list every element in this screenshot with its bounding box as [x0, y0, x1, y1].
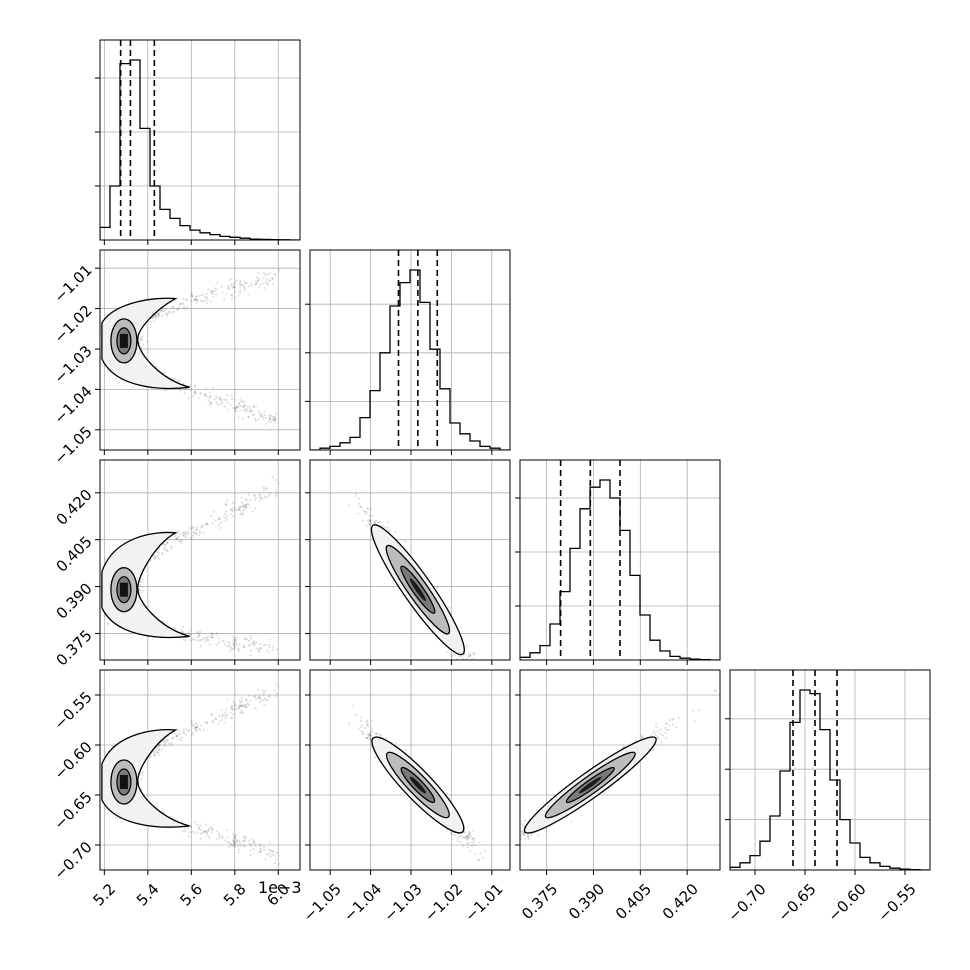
y-tick-label: −1.05	[50, 423, 95, 468]
histogram-bars	[310, 269, 510, 450]
density-peak	[119, 582, 128, 597]
x-tick-label: 5.6	[176, 880, 206, 910]
y-tick-label: 0.390	[53, 579, 96, 622]
y-tick-label: −1.01	[50, 261, 95, 306]
x-tick-label: −0.65	[775, 880, 820, 925]
panel-frame	[99, 459, 301, 661]
panel-frame	[729, 669, 931, 871]
x-tick-label: −0.55	[875, 880, 920, 925]
x-axis-offset-label: 1e−3	[258, 878, 302, 897]
x-tick-label: 0.375	[518, 880, 561, 923]
histogram-panel-2-plot-area	[310, 250, 510, 450]
panel-frame	[99, 39, 301, 241]
histogram-panel-3	[515, 459, 721, 665]
x-tick-label: −0.70	[725, 880, 770, 925]
x-tick-label: 0.405	[612, 880, 655, 923]
density-peak	[409, 578, 427, 602]
panel-frame	[309, 459, 511, 661]
y-tick-label: −0.70	[50, 838, 95, 883]
scatter-panel-2-1-plot-area	[100, 250, 300, 450]
scatter-panel-3-1-plot-area	[100, 460, 300, 660]
y-tick-label: −1.03	[50, 342, 95, 387]
x-tick-label: 5.8	[220, 880, 250, 910]
y-tick-label: −1.02	[50, 302, 95, 347]
y-tick-label: −1.04	[50, 382, 95, 427]
scatter-panel-4-2-plot-area	[310, 670, 510, 870]
x-tick-label: −1.01	[461, 880, 506, 925]
histogram-panel-3-plot-area	[520, 460, 720, 660]
y-tick-label: −0.65	[50, 788, 95, 833]
x-tick-label: −1.04	[340, 880, 385, 925]
panel-frame	[99, 249, 301, 451]
scatter-panel-3-2	[305, 459, 511, 665]
histogram-panel-1	[95, 39, 301, 245]
corner-panels: −0.55−0.60−0.65−0.70−1.05−1.04−1.03−1.02…	[50, 39, 931, 925]
histogram-panel-2	[305, 249, 511, 455]
panel-frame	[519, 669, 721, 871]
y-tick-label: −0.60	[50, 738, 95, 783]
x-tick-label: −0.60	[825, 880, 870, 925]
y-tick-label: 0.375	[53, 626, 96, 669]
y-tick-label: −0.55	[50, 688, 95, 733]
scatter-panel-3-2-plot-area	[310, 460, 510, 660]
panel-frame	[99, 669, 301, 871]
histogram-bars	[730, 689, 930, 870]
x-tick-label: 0.390	[565, 880, 608, 923]
histogram-panel-4-plot-area	[730, 670, 930, 870]
x-tick-label: 5.2	[89, 880, 119, 910]
density-peak	[119, 775, 128, 789]
x-tick-label: −1.03	[381, 880, 426, 925]
scatter-panel-4-1: −0.55−0.60−0.65−0.705.2 5.4 5.6 5.8 6.0	[50, 669, 301, 910]
density-peak	[119, 333, 128, 348]
scatter-panel-4-3-plot-area	[520, 670, 720, 870]
y-tick-label: 0.405	[53, 533, 96, 576]
x-tick-label: −1.05	[300, 880, 345, 925]
scatter-panel-4-1-plot-area	[100, 670, 300, 870]
scatter-panel-2-1: −1.05−1.04−1.03−1.02−1.01	[50, 249, 301, 468]
density-peak	[409, 776, 426, 794]
histogram-panel-1-plot-area	[100, 40, 300, 240]
panel-frame	[309, 669, 511, 871]
panel-frame	[309, 249, 511, 451]
x-tick-label: −1.02	[421, 880, 466, 925]
x-tick-label: 5.4	[133, 880, 163, 910]
x-tick-label: 0.420	[659, 880, 702, 923]
density-peak	[578, 776, 602, 794]
y-tick-label: 0.420	[53, 486, 96, 529]
panel-frame	[519, 459, 721, 661]
histogram-bars	[520, 479, 720, 660]
